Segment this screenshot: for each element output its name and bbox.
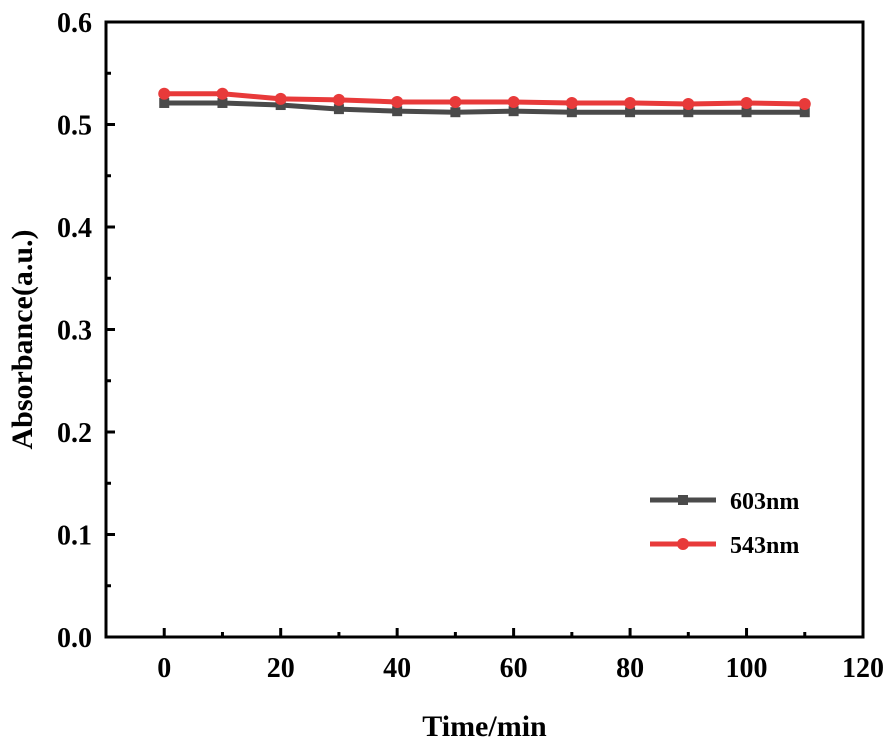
x-tick-label: 100 bbox=[726, 653, 768, 684]
data-point bbox=[624, 96, 637, 109]
data-point bbox=[217, 97, 228, 108]
data-point bbox=[507, 95, 520, 108]
x-tick-label: 40 bbox=[383, 653, 411, 684]
y-tick-label: 0.6 bbox=[57, 8, 92, 39]
data-point bbox=[798, 98, 811, 110]
data-point bbox=[392, 106, 403, 117]
series-543nm bbox=[158, 87, 811, 110]
data-point bbox=[625, 107, 636, 118]
legend-item: 543nm bbox=[650, 533, 799, 559]
legend-marker bbox=[678, 495, 688, 505]
data-point bbox=[333, 104, 344, 115]
x-tick-label: 80 bbox=[616, 653, 644, 684]
data-point bbox=[216, 87, 229, 100]
y-tick-label: 0.3 bbox=[57, 316, 92, 347]
legend-marker bbox=[677, 538, 689, 550]
series-line bbox=[164, 100, 805, 115]
legend: 603nm 543nm bbox=[650, 489, 799, 559]
data-point bbox=[683, 107, 694, 118]
legend-label: 543nm bbox=[730, 533, 799, 559]
series-603nm bbox=[159, 97, 810, 118]
data-point bbox=[332, 93, 345, 106]
data-point bbox=[391, 95, 404, 108]
legend-item: 603nm bbox=[650, 489, 799, 515]
data-point bbox=[799, 107, 810, 118]
y-tick-label: 0.0 bbox=[57, 623, 92, 654]
data-point bbox=[565, 96, 578, 109]
y-tick-label: 0.5 bbox=[57, 111, 92, 142]
data-point bbox=[682, 98, 695, 110]
plot-frame bbox=[104, 20, 865, 639]
x-tick-label: 120 bbox=[842, 653, 884, 684]
x-tick-label: 60 bbox=[500, 653, 528, 684]
data-point bbox=[508, 106, 519, 117]
data-point bbox=[741, 107, 752, 118]
y-tick-label: 0.1 bbox=[57, 521, 92, 552]
series-line bbox=[164, 91, 805, 107]
data-point bbox=[450, 107, 461, 118]
y-tick-label: 0.4 bbox=[57, 213, 92, 244]
data-point bbox=[274, 92, 287, 105]
data-point bbox=[740, 96, 753, 109]
x-axis-title: Time/min bbox=[422, 710, 547, 743]
legend-label: 603nm bbox=[730, 489, 799, 515]
data-point bbox=[449, 95, 462, 108]
y-axis-title: Absorbance(a.u.) bbox=[6, 229, 39, 449]
data-point bbox=[275, 100, 286, 111]
data-point bbox=[566, 107, 577, 118]
data-point bbox=[158, 87, 171, 100]
data-point bbox=[159, 97, 170, 108]
x-tick-label: 20 bbox=[267, 653, 295, 684]
x-tick-label: 0 bbox=[157, 653, 171, 684]
data-series bbox=[158, 87, 811, 118]
y-tick-label: 0.2 bbox=[57, 418, 92, 449]
tick-labels: 0 20 40 60 80 100 120 0.0 0.1 0.2 0.3 0.4 0.5 0.6 bbox=[57, 8, 884, 684]
